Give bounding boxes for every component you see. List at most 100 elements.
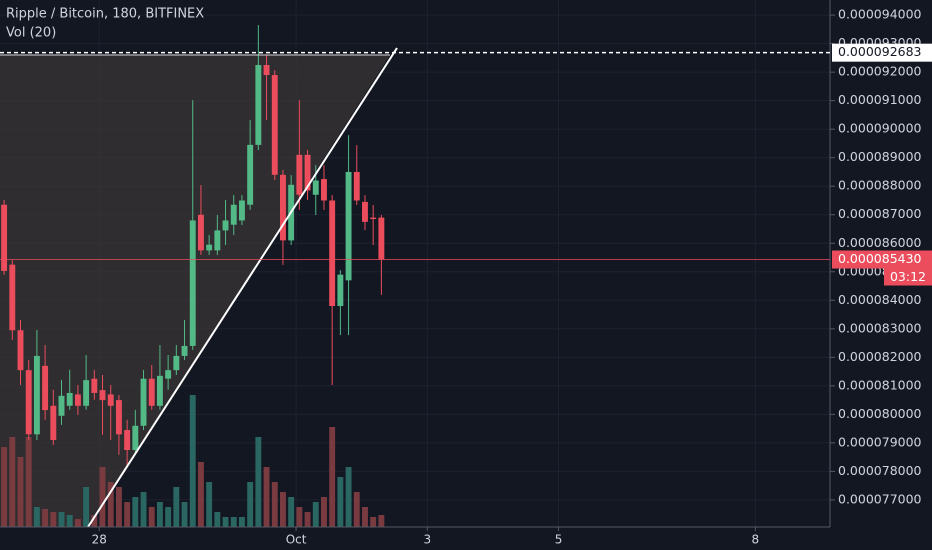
- volume-bar: [263, 467, 270, 527]
- candle-body: [222, 220, 229, 231]
- volume-bar: [304, 512, 311, 527]
- volume-bar: [296, 507, 303, 527]
- candle-body: [66, 392, 73, 406]
- volume-bar: [1, 447, 8, 527]
- countdown-label: 03:12: [890, 269, 926, 284]
- volume-bar: [181, 502, 188, 527]
- volume-bar: [173, 487, 180, 527]
- volume-bar: [17, 457, 24, 527]
- volume-bar: [42, 509, 49, 527]
- volume-bar: [25, 437, 32, 527]
- volume-bar: [189, 395, 196, 527]
- volume-bar: [140, 492, 147, 527]
- last-price-label: 0.000085430: [838, 251, 922, 266]
- x-tick-label: Oct: [286, 533, 307, 547]
- volume-bar: [337, 477, 344, 527]
- volume-bar: [99, 467, 106, 527]
- volume-bar: [50, 512, 57, 527]
- volume-bar: [329, 427, 336, 527]
- volume-bar: [238, 517, 245, 527]
- candle-body: [370, 217, 377, 220]
- volume-bar: [370, 517, 377, 527]
- candle-body: [321, 179, 327, 201]
- x-tick-label: 28: [92, 533, 107, 547]
- volume-bar: [271, 482, 278, 527]
- volume-bar: [312, 502, 319, 527]
- candle-body: [280, 174, 286, 241]
- marker-price-label: 0.000092683: [838, 44, 922, 59]
- candle-body: [247, 144, 254, 205]
- y-tick-label: 0.000091000: [838, 92, 922, 107]
- volume-bar: [83, 487, 90, 527]
- volume-bar: [91, 515, 98, 527]
- volume-bar: [165, 507, 172, 527]
- volume-bar: [74, 519, 81, 527]
- candle-body: [189, 220, 196, 346]
- x-tick-label: 3: [423, 533, 431, 547]
- candle-body: [362, 201, 368, 222]
- candle-body: [83, 380, 90, 406]
- candle-body: [58, 395, 65, 416]
- volume-bar: [247, 482, 254, 527]
- y-tick-label: 0.000080000: [838, 406, 922, 421]
- candle-body: [263, 65, 270, 76]
- candle-body: [132, 425, 139, 451]
- candle-body: [255, 65, 262, 145]
- marker-price-box: [832, 43, 932, 62]
- candle-body: [165, 370, 172, 379]
- volume-bar: [214, 512, 221, 527]
- volume-bar: [9, 437, 16, 527]
- trend-line: [87, 47, 398, 528]
- y-tick-label: 0.000078000: [838, 463, 922, 478]
- volume-bar: [115, 487, 122, 527]
- volume-bar: [345, 467, 352, 527]
- y-tick-label: 0.000086000: [838, 235, 922, 250]
- candle-body: [1, 204, 8, 271]
- y-tick-label: 0.000077000: [838, 491, 922, 506]
- volume-bar: [132, 497, 139, 527]
- candle-body: [230, 204, 237, 225]
- volume-title: Vol (20): [6, 26, 56, 41]
- y-tick-label: 0.000094000: [838, 7, 922, 22]
- volume-bar: [33, 507, 40, 527]
- candle-body: [33, 355, 40, 435]
- chart-title: Ripple / Bitcoin, 180, BITFINEX: [6, 7, 204, 22]
- volume-bar: [107, 482, 114, 527]
- y-tick-label: 0.000088000: [838, 178, 922, 193]
- volume-bar: [124, 502, 131, 527]
- candle-body: [238, 200, 245, 221]
- volume-bar: [148, 507, 155, 527]
- candle-body: [124, 430, 131, 451]
- volume-bar: [255, 437, 262, 527]
- x-tick-label: 5: [555, 533, 563, 547]
- volume-bar: [58, 512, 65, 527]
- y-tick-label: 0.000092000: [838, 64, 922, 79]
- volume-bar: [288, 497, 295, 527]
- candle-body: [156, 375, 163, 406]
- volume-bar: [321, 497, 327, 527]
- candle-body: [329, 200, 336, 306]
- candle-body: [345, 171, 352, 281]
- candle-body: [42, 365, 49, 411]
- candle-body: [337, 274, 344, 306]
- y-tick-label: 0.000083000: [838, 320, 922, 335]
- candle-body: [214, 230, 221, 251]
- y-tick-label: 0.000082000: [838, 349, 922, 364]
- candle-body: [107, 394, 114, 406]
- candle-body: [148, 378, 155, 406]
- candle-body: [115, 400, 122, 435]
- candle-body: [378, 217, 385, 260]
- volume-bar: [156, 502, 163, 527]
- candle-body: [206, 244, 213, 251]
- candle-body: [312, 180, 319, 195]
- volume-pane: [1, 395, 385, 527]
- candle-body: [91, 378, 98, 393]
- candle-body: [17, 330, 24, 371]
- candle-body: [304, 154, 311, 191]
- y-tick-label: 0.000081000: [838, 377, 922, 392]
- volume-bar: [280, 492, 286, 527]
- candle-body: [271, 75, 278, 175]
- volume-bar: [222, 517, 229, 527]
- y-tick-label: 0.000089000: [838, 149, 922, 164]
